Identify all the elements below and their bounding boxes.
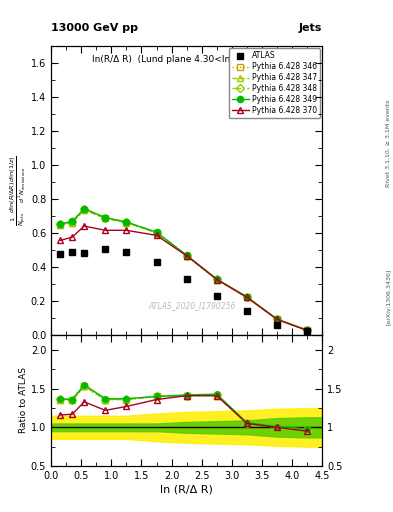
- Pythia 6.428 349: [275, 316, 279, 322]
- Pythia 6.428 370: [70, 234, 75, 240]
- Pythia 6.428 346: [215, 276, 219, 283]
- Pythia 6.428 349: [58, 221, 62, 227]
- ATLAS: [58, 251, 62, 257]
- Pythia 6.428 348: [244, 294, 249, 300]
- Pythia 6.428 346: [70, 220, 75, 226]
- Pythia 6.428 346: [103, 216, 108, 222]
- Pythia 6.428 346: [82, 207, 86, 213]
- Pythia 6.428 349: [82, 206, 86, 212]
- Pythia 6.428 348: [305, 327, 310, 333]
- Pythia 6.428 346: [58, 222, 62, 228]
- Pythia 6.428 349: [70, 218, 75, 224]
- Pythia 6.428 348: [103, 215, 108, 221]
- Text: [arXiv:1306.3436]: [arXiv:1306.3436]: [386, 269, 391, 325]
- Legend: ATLAS, Pythia 6.428 346, Pythia 6.428 347, Pythia 6.428 348, Pythia 6.428 349, P: ATLAS, Pythia 6.428 346, Pythia 6.428 34…: [229, 48, 320, 118]
- Y-axis label: Ratio to ATLAS: Ratio to ATLAS: [19, 367, 28, 433]
- Pythia 6.428 347: [124, 220, 129, 226]
- ATLAS: [184, 275, 189, 282]
- Pythia 6.428 349: [184, 252, 189, 259]
- Pythia 6.428 348: [58, 221, 62, 227]
- Line: ATLAS: ATLAS: [57, 246, 311, 335]
- Pythia 6.428 348: [70, 219, 75, 225]
- Pythia 6.428 347: [103, 216, 108, 222]
- Pythia 6.428 349: [244, 294, 249, 300]
- ATLAS: [124, 249, 129, 255]
- Pythia 6.428 370: [215, 276, 219, 283]
- Pythia 6.428 370: [154, 232, 159, 239]
- Text: ATLAS_2020_I1790256: ATLAS_2020_I1790256: [149, 302, 236, 310]
- X-axis label: ln (R/Δ R): ln (R/Δ R): [160, 485, 213, 495]
- Pythia 6.428 347: [305, 327, 310, 333]
- Pythia 6.428 347: [58, 222, 62, 228]
- Pythia 6.428 347: [215, 276, 219, 283]
- Pythia 6.428 348: [124, 219, 129, 225]
- Pythia 6.428 370: [275, 316, 279, 323]
- Text: 13000 GeV pp: 13000 GeV pp: [51, 23, 138, 33]
- Line: Pythia 6.428 370: Pythia 6.428 370: [57, 223, 310, 334]
- Pythia 6.428 348: [215, 276, 219, 283]
- Pythia 6.428 348: [275, 316, 279, 323]
- Line: Pythia 6.428 347: Pythia 6.428 347: [57, 207, 310, 334]
- Text: Jets: Jets: [299, 23, 322, 33]
- ATLAS: [70, 248, 75, 254]
- Pythia 6.428 347: [70, 220, 75, 226]
- Pythia 6.428 346: [244, 294, 249, 301]
- Pythia 6.428 349: [215, 276, 219, 282]
- Pythia 6.428 370: [124, 227, 129, 233]
- Pythia 6.428 348: [82, 206, 86, 212]
- Pythia 6.428 370: [58, 238, 62, 244]
- Pythia 6.428 370: [184, 253, 189, 259]
- Pythia 6.428 370: [305, 327, 310, 333]
- ATLAS: [215, 292, 219, 298]
- Pythia 6.428 346: [184, 253, 189, 259]
- Pythia 6.428 347: [184, 253, 189, 259]
- Pythia 6.428 349: [124, 219, 129, 225]
- Pythia 6.428 348: [154, 229, 159, 236]
- Pythia 6.428 370: [103, 227, 108, 233]
- Line: Pythia 6.428 349: Pythia 6.428 349: [57, 206, 310, 333]
- ATLAS: [244, 308, 249, 314]
- Pythia 6.428 346: [154, 230, 159, 236]
- Pythia 6.428 349: [154, 229, 159, 235]
- Text: Rivet 3.1.10, ≥ 3.1M events: Rivet 3.1.10, ≥ 3.1M events: [386, 100, 391, 187]
- ATLAS: [103, 246, 108, 252]
- Pythia 6.428 347: [82, 207, 86, 213]
- Line: Pythia 6.428 348: Pythia 6.428 348: [57, 206, 310, 333]
- Pythia 6.428 370: [82, 223, 86, 229]
- Y-axis label: $\frac{1}{N_{\mathrm{jets}}}\frac{d\ln(R/\Delta R)\,d\ln(1/z)}{d^2 N_{\mathrm{em: $\frac{1}{N_{\mathrm{jets}}}\frac{d\ln(R…: [9, 155, 28, 226]
- Pythia 6.428 347: [154, 230, 159, 236]
- Text: ln(R/Δ R)  (Lund plane 4.30<ln(1/z)<4.57): ln(R/Δ R) (Lund plane 4.30<ln(1/z)<4.57): [92, 55, 282, 63]
- ATLAS: [305, 328, 310, 334]
- Pythia 6.428 346: [305, 327, 310, 333]
- ATLAS: [154, 259, 159, 265]
- ATLAS: [275, 323, 279, 329]
- ATLAS: [82, 250, 86, 257]
- Pythia 6.428 347: [244, 294, 249, 301]
- Line: Pythia 6.428 346: Pythia 6.428 346: [57, 207, 310, 334]
- Pythia 6.428 346: [124, 220, 129, 226]
- Pythia 6.428 346: [275, 316, 279, 323]
- Pythia 6.428 347: [275, 316, 279, 323]
- Pythia 6.428 370: [244, 294, 249, 301]
- Pythia 6.428 349: [305, 327, 310, 333]
- Pythia 6.428 349: [103, 215, 108, 221]
- Pythia 6.428 348: [184, 252, 189, 259]
